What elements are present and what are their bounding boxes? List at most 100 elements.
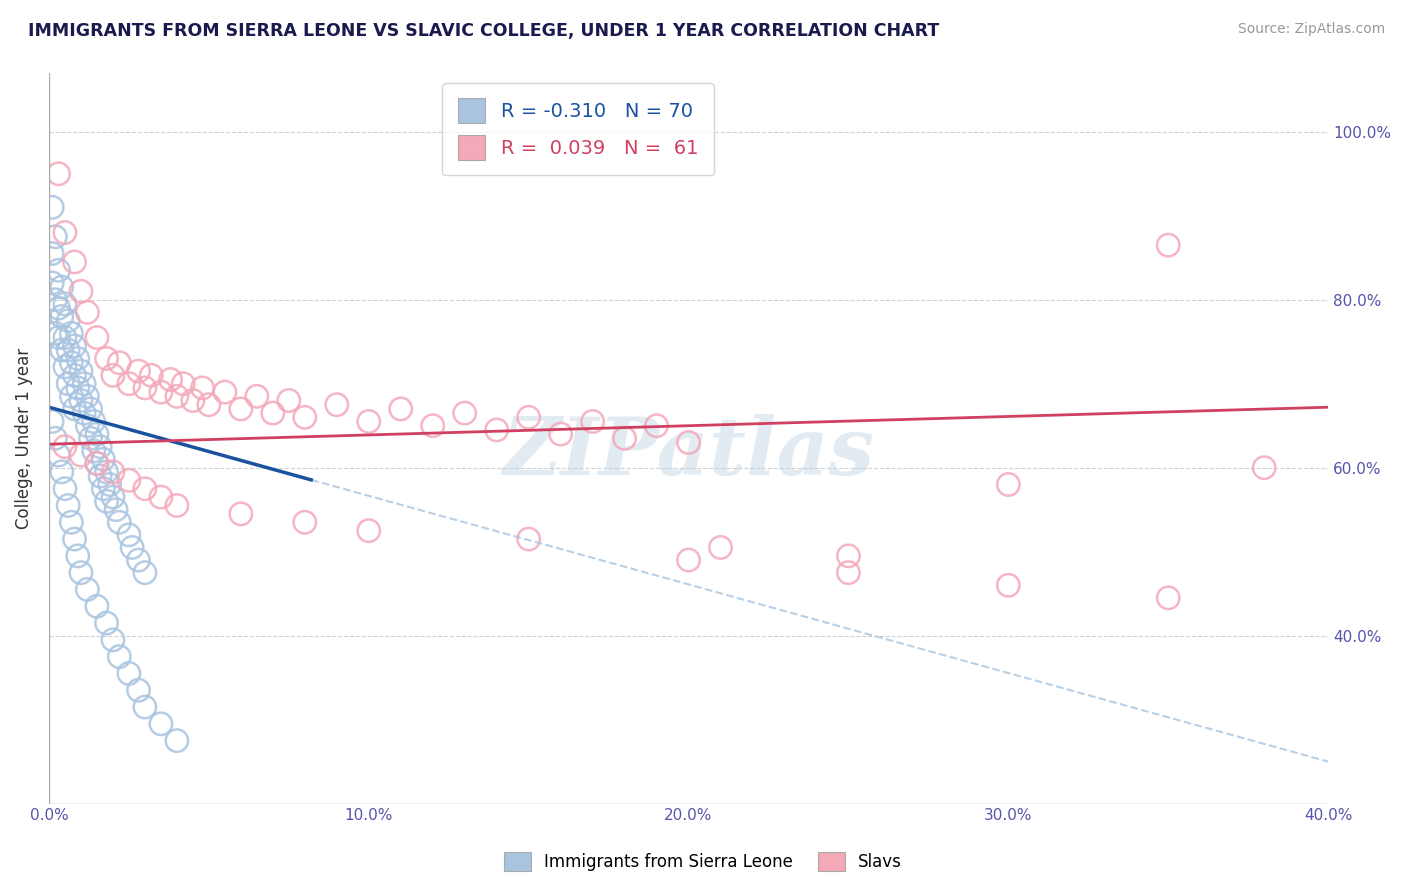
Point	[86, 599, 108, 614]
Point	[172, 376, 194, 391]
Point	[96, 615, 118, 630]
Point	[101, 465, 124, 479]
Point	[60, 389, 83, 403]
Point	[166, 389, 188, 403]
Point	[70, 448, 93, 462]
Point	[229, 507, 252, 521]
Point	[56, 499, 79, 513]
Point	[44, 293, 66, 307]
Point	[96, 465, 118, 479]
Point	[149, 385, 172, 400]
Point	[86, 330, 108, 344]
Point	[229, 401, 252, 416]
Point	[56, 314, 79, 328]
Point	[294, 410, 316, 425]
Point	[326, 398, 349, 412]
Point	[149, 490, 172, 504]
Legend: Immigrants from Sierra Leone, Slavs: Immigrants from Sierra Leone, Slavs	[496, 843, 910, 880]
Point	[128, 553, 150, 567]
Point	[86, 457, 108, 471]
Point	[41, 415, 63, 429]
Point	[48, 448, 70, 462]
Point	[89, 469, 111, 483]
Point	[134, 700, 156, 714]
Point	[66, 381, 89, 395]
Point	[41, 276, 63, 290]
Point	[997, 477, 1019, 491]
Point	[70, 566, 93, 580]
Point	[118, 666, 141, 681]
Point	[66, 351, 89, 366]
Point	[63, 532, 86, 546]
Point	[678, 553, 700, 567]
Point	[581, 415, 603, 429]
Point	[53, 359, 76, 374]
Point	[56, 376, 79, 391]
Point	[63, 368, 86, 383]
Point	[89, 440, 111, 454]
Point	[70, 364, 93, 378]
Point	[108, 516, 131, 530]
Point	[51, 310, 73, 324]
Point	[44, 431, 66, 445]
Point	[76, 305, 98, 319]
Point	[63, 255, 86, 269]
Point	[63, 339, 86, 353]
Point	[76, 582, 98, 597]
Text: Source: ZipAtlas.com: Source: ZipAtlas.com	[1237, 22, 1385, 37]
Point	[357, 415, 380, 429]
Point	[134, 482, 156, 496]
Point	[454, 406, 477, 420]
Point	[41, 246, 63, 260]
Legend: R = -0.310   N = 70, R =  0.039   N =  61: R = -0.310 N = 70, R = 0.039 N = 61	[443, 83, 714, 176]
Point	[53, 297, 76, 311]
Point	[79, 401, 101, 416]
Point	[83, 443, 105, 458]
Point	[70, 393, 93, 408]
Point	[60, 326, 83, 341]
Point	[198, 398, 221, 412]
Point	[166, 733, 188, 747]
Point	[422, 418, 444, 433]
Point	[128, 364, 150, 378]
Point	[51, 343, 73, 358]
Point	[997, 578, 1019, 592]
Point	[262, 406, 284, 420]
Point	[53, 440, 76, 454]
Point	[1157, 238, 1180, 252]
Point	[73, 376, 96, 391]
Text: IMMIGRANTS FROM SIERRA LEONE VS SLAVIC COLLEGE, UNDER 1 YEAR CORRELATION CHART: IMMIGRANTS FROM SIERRA LEONE VS SLAVIC C…	[28, 22, 939, 40]
Point	[105, 502, 128, 516]
Point	[79, 431, 101, 445]
Point	[96, 351, 118, 366]
Point	[181, 393, 204, 408]
Point	[485, 423, 508, 437]
Point	[108, 649, 131, 664]
Y-axis label: College, Under 1 year: College, Under 1 year	[15, 348, 32, 529]
Point	[98, 477, 121, 491]
Text: ZIPatlas: ZIPatlas	[502, 414, 875, 491]
Point	[91, 482, 114, 496]
Point	[91, 452, 114, 467]
Point	[357, 524, 380, 538]
Point	[517, 532, 540, 546]
Point	[159, 372, 181, 386]
Point	[53, 226, 76, 240]
Point	[678, 435, 700, 450]
Point	[121, 541, 143, 555]
Point	[96, 494, 118, 508]
Point	[118, 473, 141, 487]
Point	[60, 516, 83, 530]
Point	[214, 385, 236, 400]
Point	[101, 490, 124, 504]
Point	[48, 330, 70, 344]
Point	[277, 393, 299, 408]
Point	[53, 330, 76, 344]
Point	[1253, 460, 1275, 475]
Point	[60, 356, 83, 370]
Point	[149, 716, 172, 731]
Point	[41, 200, 63, 214]
Point	[837, 566, 859, 580]
Point	[101, 368, 124, 383]
Point	[48, 301, 70, 315]
